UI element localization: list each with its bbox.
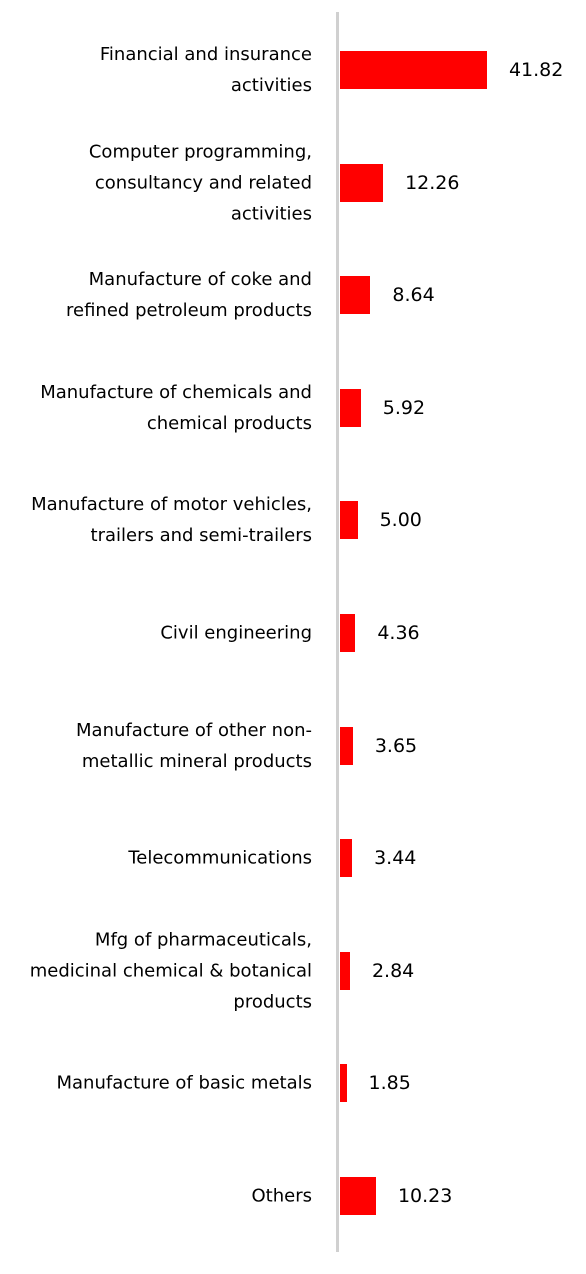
value-label: 1.85 — [368, 1072, 411, 1095]
bar — [340, 839, 353, 878]
category-label: Others — [251, 1185, 313, 1207]
category-label: Manufacture of coke and refined petroleu… — [66, 269, 312, 322]
bar — [340, 388, 361, 427]
bar — [340, 51, 487, 89]
category-label: Financial and insurance activities — [99, 44, 312, 96]
bar — [340, 951, 350, 990]
category-label: Manufacture of other non-metallic minera… — [76, 719, 312, 772]
category-label: Computer programming, consultancy and re… — [88, 141, 312, 225]
value-label: 41.82 — [508, 59, 564, 81]
value-label: 10.23 — [397, 1185, 453, 1207]
bar — [340, 726, 353, 765]
value-label: 3.44 — [374, 847, 417, 870]
bar — [340, 1177, 376, 1215]
category-label: Civil engineering — [160, 622, 312, 644]
bar — [340, 501, 358, 540]
bar — [340, 163, 384, 202]
value-label: 5.92 — [382, 396, 426, 419]
category-label: Mfg of pharmaceuticals, medicinal chemic… — [29, 929, 312, 1013]
category-label: Manufacture of basic metals — [56, 1072, 312, 1094]
value-label: 8.64 — [392, 284, 435, 307]
bar — [340, 614, 356, 652]
category-label: Telecommunications — [128, 847, 312, 869]
bar — [340, 276, 371, 315]
value-label: 5.00 — [379, 509, 422, 532]
value-label: 3.65 — [374, 734, 418, 757]
value-label: 12.26 — [405, 171, 460, 194]
axis-line — [336, 12, 339, 1252]
value-label: 2.84 — [371, 959, 415, 982]
bar — [340, 1064, 347, 1103]
category-label: Manufacture of chemicals and chemical pr… — [40, 381, 312, 434]
category-label: Manufacture of motor vehicles, trailers … — [31, 494, 312, 547]
value-label: 4.36 — [377, 622, 420, 644]
